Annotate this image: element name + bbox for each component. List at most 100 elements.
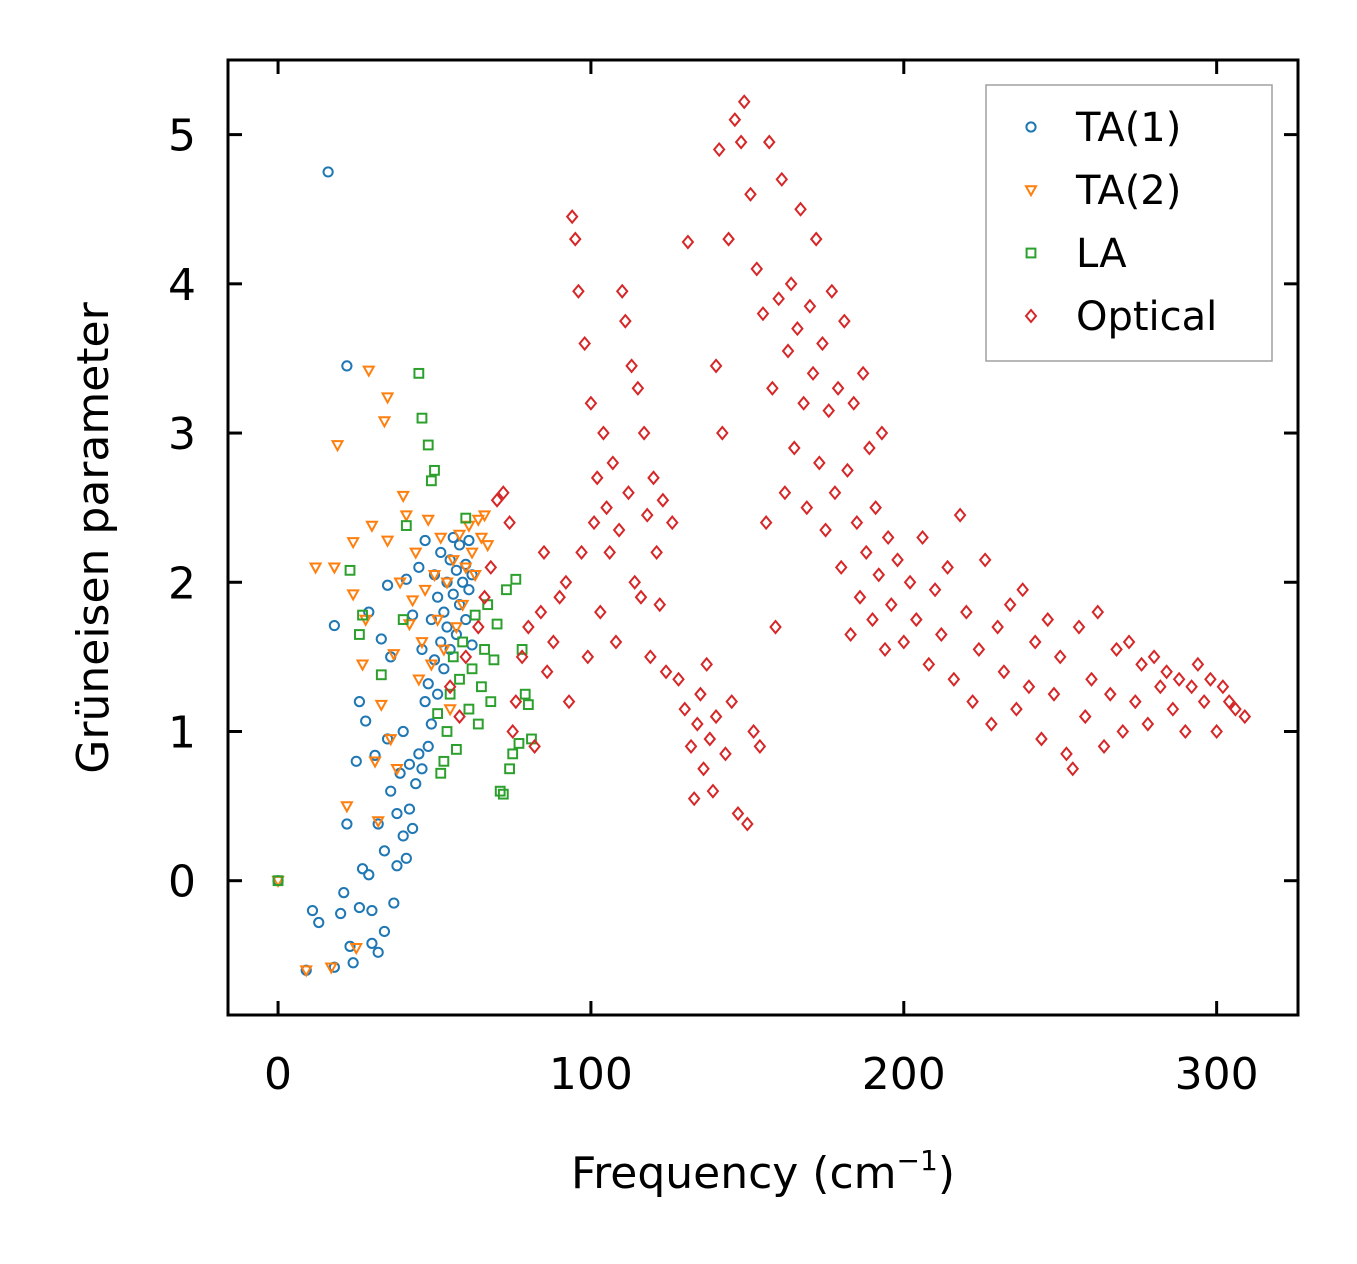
data-point [272,875,284,887]
data-point [772,291,785,307]
data-point [587,515,601,531]
y-axis-label: Grüneisen parameter [68,301,119,773]
data-point [928,582,942,598]
data-point [612,522,626,538]
series-ta-2 [271,365,495,978]
data-point [440,577,454,590]
data-point [741,816,754,832]
data-point [432,708,444,719]
data-point [897,634,911,650]
data-point [454,673,465,685]
data-point [457,576,469,588]
legend-marker [1025,247,1037,259]
data-point [1141,716,1155,732]
data-point [838,313,851,329]
data-point [413,561,425,573]
data-point [1210,723,1223,740]
data-point [472,718,484,730]
data-point [712,141,726,158]
data-point [597,425,610,441]
data-point [1185,679,1198,695]
data-point [484,559,498,575]
data-point [540,664,554,680]
data-point [1191,656,1205,672]
data-point [374,699,389,712]
data-point [1154,679,1167,695]
data-point [447,588,459,600]
data-point [687,791,701,807]
data-point [753,738,767,754]
data-point [644,649,657,665]
data-point [1197,694,1211,710]
data-point [378,925,391,938]
data-point [910,612,923,628]
data-point [985,716,998,732]
data-point [381,579,394,591]
data-point [1160,664,1173,680]
data-point [694,686,707,702]
y-tick-label: 1 [168,707,196,758]
data-point [515,649,529,665]
data-point [972,641,986,657]
data-point [485,696,497,708]
x-axis-label-main: Frequency (cm [571,1148,897,1199]
data-point [650,544,663,560]
data-point [501,584,512,596]
data-point [360,715,372,727]
data-point [603,544,616,560]
data-point [766,380,779,396]
data-point [562,694,576,710]
data-point [819,522,832,538]
data-point [465,547,479,560]
data-point [453,709,466,725]
data-point [322,166,334,178]
data-point [653,597,667,613]
data-point [341,360,353,372]
data-point [822,403,836,419]
data-point [1238,709,1252,725]
data-point [797,395,810,411]
data-point [728,112,742,128]
y-tick-label: 4 [168,260,196,311]
data-point [572,283,585,299]
data-point [903,574,917,590]
data-point [884,597,898,613]
data-point [504,763,515,775]
data-point [380,392,395,405]
data-point [340,801,354,814]
data-point [435,767,447,779]
data-point [935,626,948,643]
data-point [916,529,929,546]
data-point [516,644,528,655]
data-point [625,358,638,374]
data-point [341,818,353,830]
data-point [438,606,450,618]
data-point [600,500,613,516]
x-tick-label: 100 [549,1049,633,1100]
data-point [609,634,623,650]
data-point [831,380,845,396]
data-point [568,231,582,247]
data-point [1072,619,1086,635]
data-point [415,637,429,650]
data-point [416,643,428,656]
data-point [441,621,453,633]
data-point [375,669,387,681]
data-point [313,916,325,929]
data-point [1053,649,1067,665]
axis-ticks: 0 100 200 300 0 1 2 3 4 5 [168,60,1298,1100]
data-point [875,425,889,441]
data-point [869,500,882,516]
data-point [737,94,751,110]
data-point [834,559,848,575]
data-point [372,818,384,830]
data-point [380,535,395,548]
data-point [791,321,804,337]
legend: TA(1) TA(2) LA Optical [985,84,1273,362]
data-point [1147,649,1161,665]
data-point [565,209,579,225]
data-point [1116,723,1130,740]
legend-marker [1024,185,1038,198]
data-point [703,731,717,747]
